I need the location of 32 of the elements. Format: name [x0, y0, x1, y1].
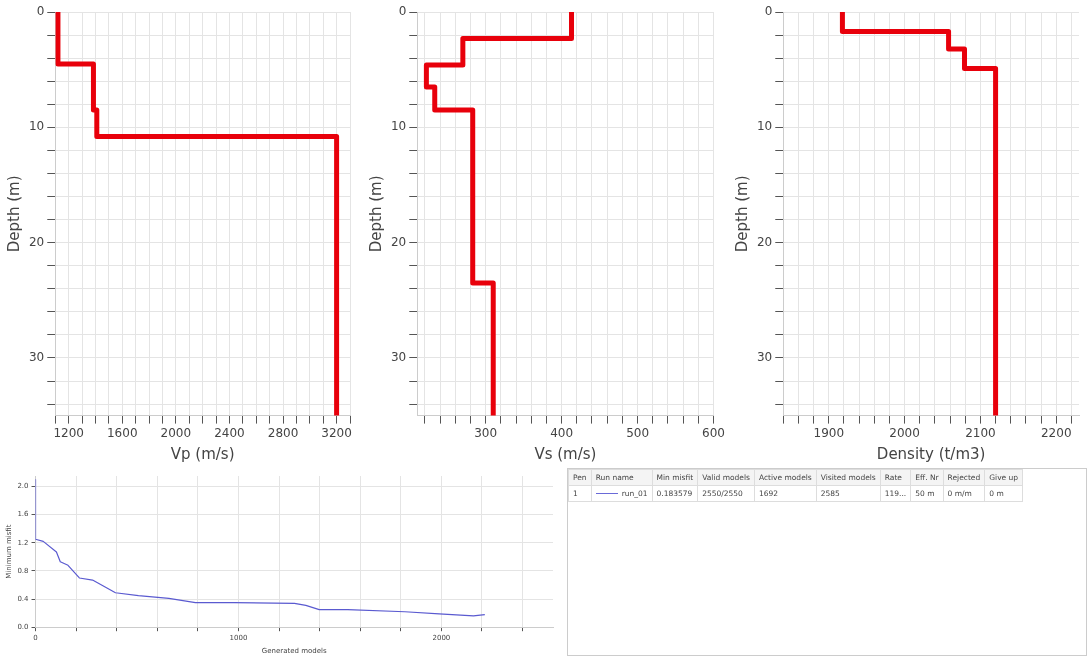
x-axis-title: Density (t/m3) [876, 444, 986, 463]
x-tick-label: 600 [702, 425, 725, 440]
y-tick-label: 10 [390, 119, 407, 134]
x-tick-label: 300 [474, 425, 498, 440]
x-tick-label: 2200 [1040, 425, 1072, 440]
y-axis-title: Depth (m) [4, 175, 23, 253]
y-tick-label: 30 [756, 350, 773, 365]
y-tick-label: 0 [398, 4, 407, 19]
y-tick-label: 0 [36, 4, 45, 19]
x-axis-title: Vs (m/s) [534, 444, 597, 463]
y-tick-label: 0 [764, 4, 773, 19]
x-tick-label: 3200 [321, 425, 352, 440]
x-tick-label: 2000 [889, 425, 920, 440]
y-tick-label: 10 [28, 119, 45, 134]
x-tick-label: 2100 [965, 425, 996, 440]
x-tick-label: 400 [550, 425, 574, 440]
x-axis-title: Vp (m/s) [170, 444, 235, 463]
y-axis-title: Depth (m) [732, 175, 751, 253]
y-axis-title: Depth (m) [366, 175, 385, 253]
y-tick-label: 30 [28, 350, 45, 365]
x-tick-label: 1900 [813, 425, 845, 440]
y-tick-label: 30 [390, 350, 407, 365]
x-tick-label: 1600 [106, 425, 138, 440]
x-tick-label: 2000 [160, 425, 192, 440]
x-tick-label: 2800 [267, 425, 299, 440]
y-tick-label: 10 [756, 119, 773, 134]
y-tick-label: 20 [28, 234, 45, 249]
x-tick-label: 2400 [214, 425, 245, 440]
x-tick-label: 500 [626, 425, 650, 440]
y-tick-label: 20 [390, 234, 407, 249]
y-tick-label: 20 [756, 234, 773, 249]
x-tick-label: 1200 [53, 425, 84, 440]
